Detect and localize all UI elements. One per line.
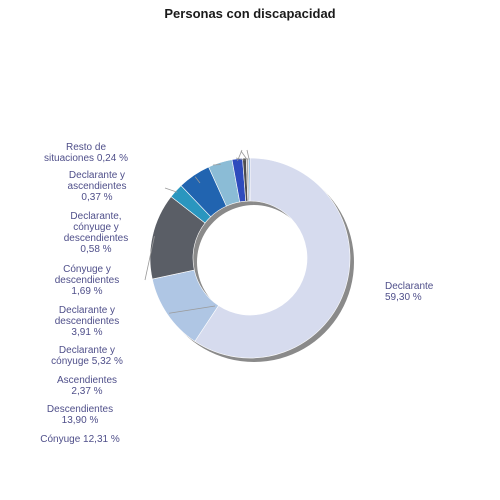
leader-line-7 [235,157,245,161]
slice-label-0: Declarante 59,30 % [385,281,434,303]
slice-label-8: Declarante y ascendientes 0,37 % [68,170,127,203]
slice-label-9: Resto de situaciones 0,24 % [44,142,128,164]
slice-label-6: Cónyuge y descendientes 1,69 % [55,264,120,297]
leader-line-5 [212,164,221,166]
leader-line-2 [144,236,155,281]
slice-label-4: Declarante y cónyuge 5,32 % [51,345,123,367]
slice-label-5: Declarante y descendientes 3,91 % [55,305,120,338]
leader-line-3 [164,187,178,193]
slice-label-7: Declarante, cónyuge y descendientes 0,58 % [64,211,129,255]
chart-title: Personas con discapacidad [164,6,336,21]
leader-line-8 [240,150,248,161]
slice-0[interactable] [194,157,351,359]
leader-line-4 [194,176,201,184]
slice-label-1: Cónyuge 12,31 % [40,434,120,445]
leader-line-1 [169,305,216,314]
leader-line-9 [246,149,250,161]
slice-label-2: Descendientes 13,90 % [47,404,113,426]
slice-label-3: Ascendientes 2,37 % [57,375,117,397]
